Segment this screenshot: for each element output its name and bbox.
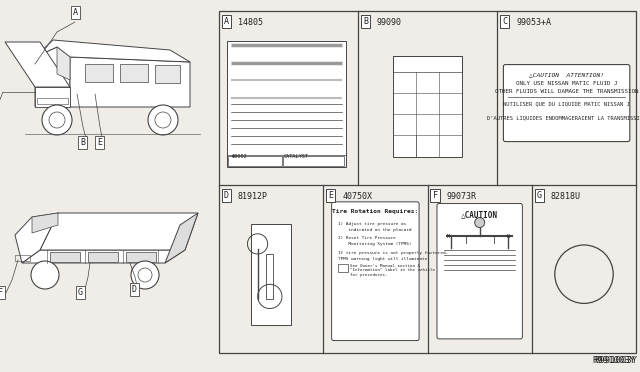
Text: 08002: 08002 [232, 154, 248, 159]
Bar [155, 65, 180, 83]
Text: If tire pressure is not properly factored,: If tire pressure is not properly factore… [338, 251, 448, 255]
Text: F: F [0, 288, 3, 297]
Text: 1) Adjust tire pressure as: 1) Adjust tire pressure as [338, 222, 406, 226]
Polygon shape [70, 57, 190, 107]
Polygon shape [15, 213, 58, 263]
Text: A: A [73, 8, 78, 17]
Bar [126, 252, 156, 262]
Text: TPMS warning light will illuminate.: TPMS warning light will illuminate. [338, 257, 429, 261]
Bar [219, 11, 636, 353]
Bar [338, 264, 348, 272]
Text: D: D [224, 191, 229, 200]
Text: R991003Y: R991003Y [594, 356, 637, 365]
Text: OTHER FLUIDS WILL DAMAGE THE TRANSMISSION: OTHER FLUIDS WILL DAMAGE THE TRANSMISSIO… [495, 89, 638, 94]
Text: 81912P: 81912P [238, 192, 268, 201]
Polygon shape [32, 213, 58, 233]
Bar [15, 255, 30, 261]
FancyBboxPatch shape [332, 202, 419, 340]
FancyBboxPatch shape [504, 65, 630, 142]
Text: △CAUTION  ATTENTION!: △CAUTION ATTENTION! [529, 73, 604, 78]
Bar [35, 87, 70, 107]
Text: 14805: 14805 [238, 17, 263, 27]
Text: G: G [78, 288, 83, 297]
Text: M: M [447, 234, 450, 238]
Circle shape [131, 261, 159, 289]
Text: Tire Rotation Requires:: Tire Rotation Requires: [332, 209, 419, 214]
Text: N: N [506, 234, 509, 238]
Bar [85, 64, 113, 82]
Circle shape [148, 105, 178, 135]
Text: B: B [80, 138, 85, 147]
Text: E: E [328, 191, 333, 200]
Text: E: E [97, 138, 102, 147]
Text: 40750X: 40750X [342, 192, 372, 201]
Text: D'AUTRES LIQUIDES ENDOMMAGERAIENT LA TRANSMISSION: D'AUTRES LIQUIDES ENDOMMAGERAIENT LA TRA… [487, 115, 640, 121]
Text: R991003Y: R991003Y [592, 356, 635, 365]
Polygon shape [35, 47, 70, 107]
Polygon shape [22, 250, 185, 263]
Text: 99053+A: 99053+A [516, 17, 551, 27]
Text: F: F [433, 191, 438, 200]
Bar [120, 64, 148, 82]
Text: 82818U: 82818U [551, 192, 581, 201]
Text: C: C [502, 17, 507, 26]
Bar [393, 56, 462, 72]
Bar [228, 156, 282, 166]
Text: "Information" label in the vehicle: "Information" label in the vehicle [349, 268, 435, 272]
Polygon shape [35, 40, 190, 62]
Text: △CAUTION: △CAUTION [461, 211, 498, 219]
Bar [88, 252, 118, 262]
Text: ONLY USE NISSAN MATIC FLUID J: ONLY USE NISSAN MATIC FLUID J [516, 81, 618, 86]
Bar [393, 56, 462, 157]
Bar [227, 41, 346, 167]
Bar [252, 224, 291, 325]
Text: G: G [537, 191, 542, 200]
Text: for procedures.: for procedures. [349, 273, 387, 277]
Bar [37, 98, 68, 104]
Bar [50, 252, 80, 262]
Text: 99090: 99090 [377, 17, 402, 27]
Bar [283, 156, 344, 166]
Text: 2) Reset Tire Pressure: 2) Reset Tire Pressure [338, 236, 396, 240]
Text: indicated on the placard: indicated on the placard [338, 228, 411, 232]
Bar [266, 254, 273, 299]
Text: D: D [132, 285, 137, 294]
Polygon shape [165, 213, 198, 263]
Polygon shape [40, 213, 198, 250]
Text: CATALYST: CATALYST [284, 154, 309, 159]
Circle shape [31, 261, 59, 289]
Circle shape [475, 218, 484, 228]
Text: B: B [363, 17, 368, 26]
Circle shape [42, 105, 72, 135]
Polygon shape [57, 47, 70, 80]
Text: Monitoring System (TPMS): Monitoring System (TPMS) [338, 242, 411, 246]
Text: NUTILISER QUE DU LIQUIDE MATIC NISSAN J: NUTILISER QUE DU LIQUIDE MATIC NISSAN J [503, 101, 630, 106]
Text: +: + [230, 154, 235, 159]
Text: See Owner's Manual section &: See Owner's Manual section & [349, 264, 420, 268]
Polygon shape [5, 42, 70, 87]
FancyBboxPatch shape [437, 203, 522, 339]
Text: 99073R: 99073R [447, 192, 477, 201]
Text: A: A [224, 17, 229, 26]
